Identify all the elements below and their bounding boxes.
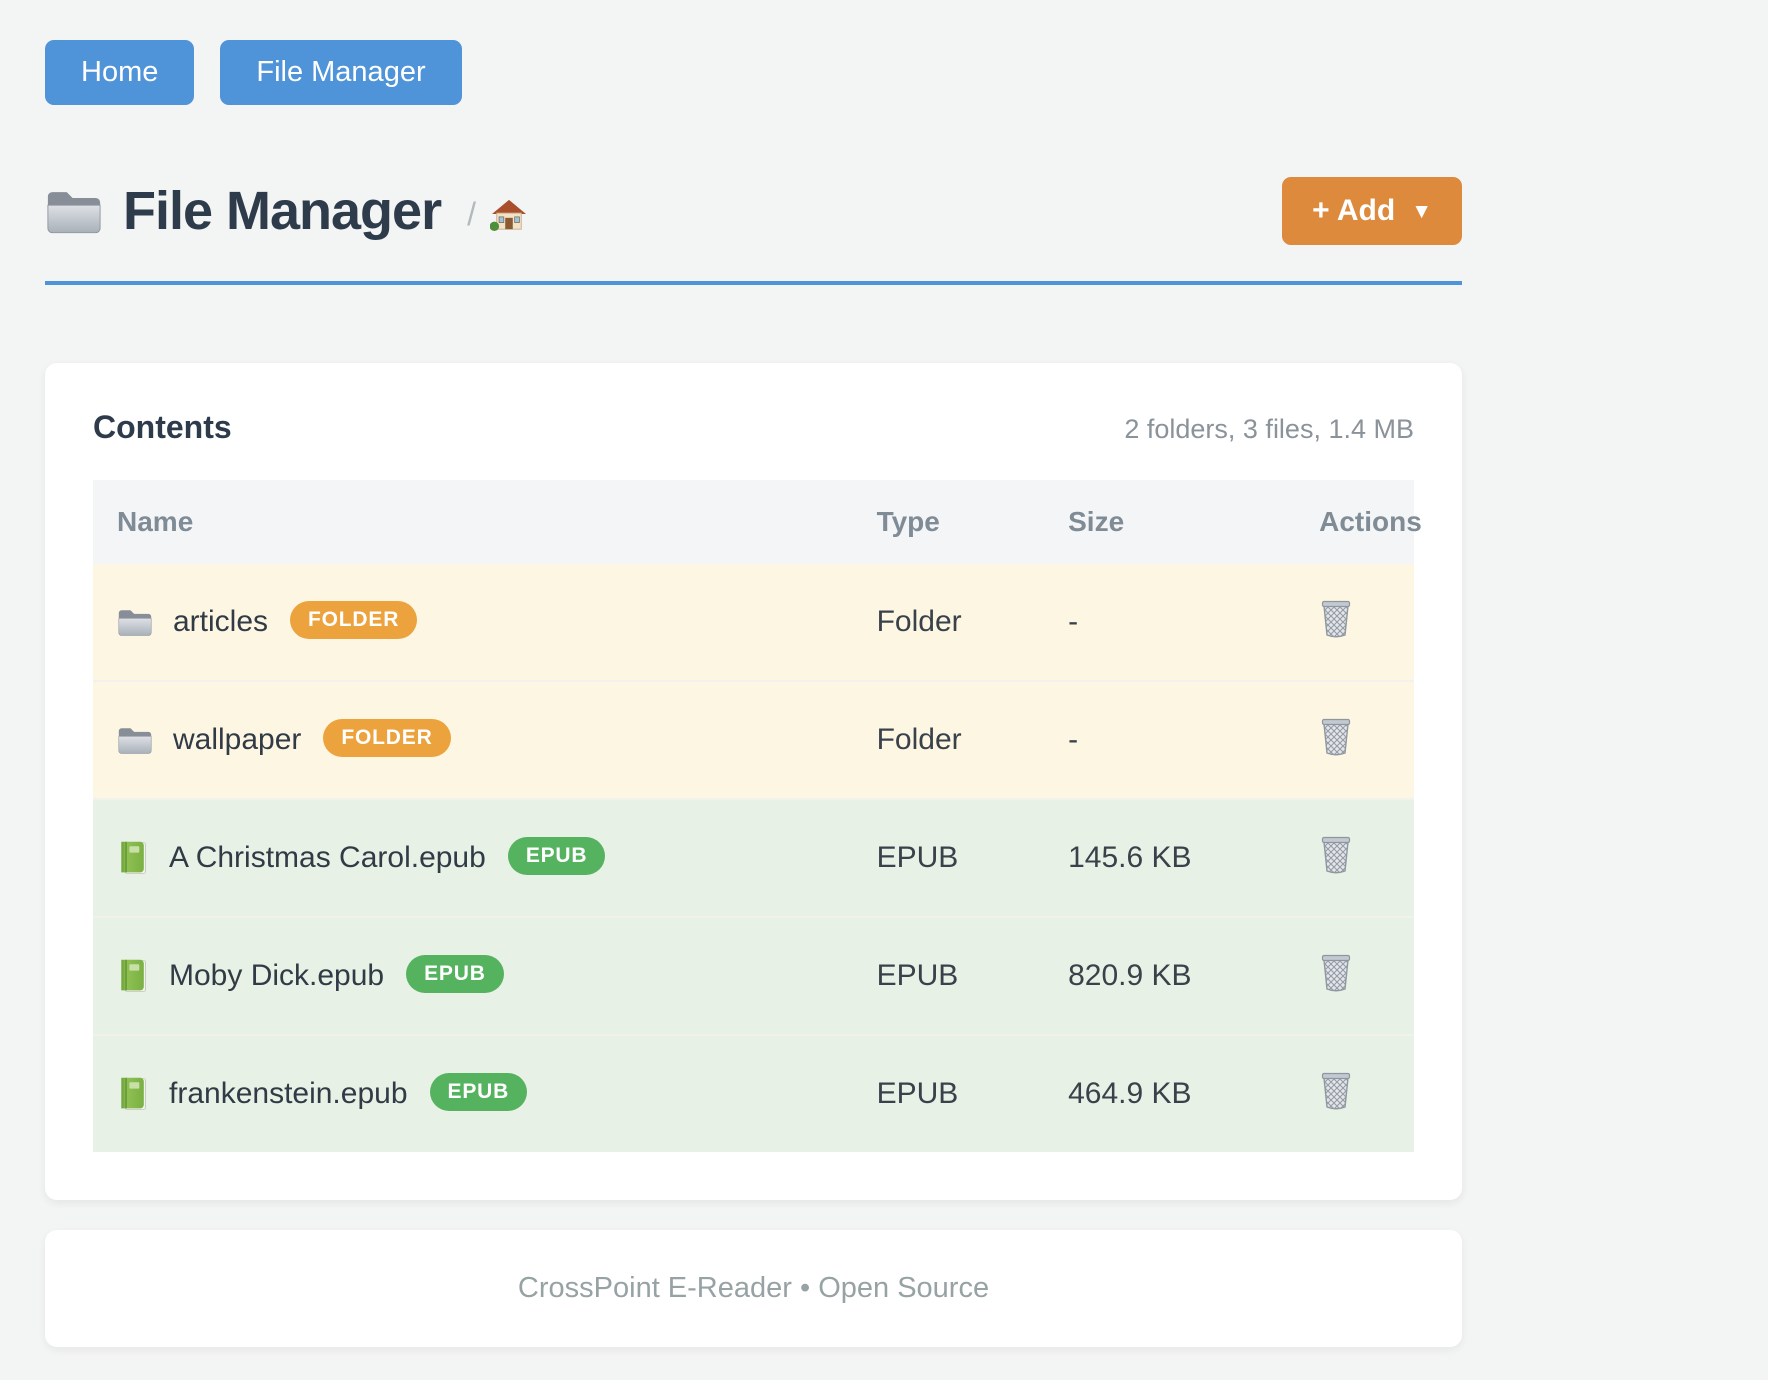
add-button-label: + Add bbox=[1312, 194, 1396, 227]
contents-header: Contents 2 folders, 3 files, 1.4 MB bbox=[93, 409, 1414, 446]
item-name-link[interactable]: Moby Dick.epub bbox=[169, 959, 385, 992]
contents-heading: Contents bbox=[93, 409, 232, 445]
item-size: - bbox=[1068, 605, 1079, 638]
item-type: EPUB bbox=[876, 841, 959, 874]
item-name-link[interactable]: frankenstein.epub bbox=[169, 1077, 408, 1110]
trash-icon bbox=[1321, 600, 1351, 638]
item-type: EPUB bbox=[876, 959, 959, 992]
column-header-name: Name bbox=[93, 480, 853, 564]
home-button[interactable]: Home bbox=[45, 40, 195, 105]
trash-icon bbox=[1321, 954, 1351, 992]
folder-icon bbox=[47, 192, 101, 234]
column-header-type: Type bbox=[852, 480, 1045, 564]
delete-button[interactable] bbox=[1319, 834, 1353, 874]
folder-badge: FOLDER bbox=[323, 719, 451, 757]
item-name-link[interactable]: articles bbox=[173, 605, 269, 638]
item-type: Folder bbox=[876, 723, 962, 756]
epub-badge: EPUB bbox=[406, 955, 504, 993]
trash-icon bbox=[1321, 718, 1351, 756]
contents-summary: 2 folders, 3 files, 1.4 MB bbox=[1124, 414, 1414, 444]
item-size: 464.9 KB bbox=[1068, 1077, 1192, 1110]
column-header-actions: Actions bbox=[1295, 480, 1422, 564]
delete-button[interactable] bbox=[1319, 598, 1353, 638]
item-name-link[interactable]: A Christmas Carol.epub bbox=[169, 841, 486, 874]
page-container: Home File Manager File Manager / + Add ▼ bbox=[45, 0, 1462, 1347]
file-manager-button[interactable]: File Manager bbox=[220, 40, 462, 105]
footer-text: CrossPoint E-Reader • Open Source bbox=[517, 1272, 990, 1304]
breadcrumb-separator: / bbox=[467, 195, 476, 232]
top-nav: Home File Manager bbox=[45, 40, 1462, 105]
page-header: File Manager / + Add ▼ bbox=[45, 177, 1462, 245]
item-type: EPUB bbox=[876, 1077, 959, 1110]
epub-badge: EPUB bbox=[429, 1073, 528, 1111]
add-button[interactable]: + Add ▼ bbox=[1282, 177, 1462, 245]
book-icon bbox=[121, 841, 146, 874]
item-size: 820.9 KB bbox=[1068, 959, 1192, 992]
table-row: A Christmas Carol.epub EPUB EPUB 145.6 K… bbox=[93, 799, 1414, 917]
trash-icon bbox=[1321, 1072, 1351, 1110]
item-name-link[interactable]: wallpaper bbox=[173, 723, 302, 756]
item-size: - bbox=[1068, 723, 1079, 756]
footer: CrossPoint E-Reader • Open Source bbox=[45, 1230, 1462, 1347]
folder-badge: FOLDER bbox=[290, 601, 418, 639]
item-type: Folder bbox=[876, 605, 962, 638]
trash-icon bbox=[1321, 836, 1351, 874]
folder-icon bbox=[118, 610, 152, 636]
column-header-size: Size bbox=[1044, 480, 1296, 564]
delete-button[interactable] bbox=[1319, 1070, 1353, 1110]
caret-down-icon: ▼ bbox=[1411, 200, 1432, 223]
page-title: File Manager bbox=[123, 181, 442, 241]
table-row: wallpaper FOLDER Folder - bbox=[93, 681, 1414, 799]
item-size: 145.6 KB bbox=[1068, 841, 1192, 874]
book-icon bbox=[121, 1077, 146, 1110]
table-row: Moby Dick.epub EPUB EPUB 820.9 KB bbox=[93, 917, 1414, 1035]
table-row: articles FOLDER Folder - bbox=[93, 564, 1414, 681]
table-header-row: Name Type Size Actions bbox=[93, 480, 1422, 564]
book-icon bbox=[121, 959, 146, 992]
contents-card: Contents 2 folders, 3 files, 1.4 MB Name… bbox=[45, 363, 1462, 1200]
home-breadcrumb-icon[interactable] bbox=[489, 198, 528, 232]
table-row: frankenstein.epub EPUB EPUB 464.9 KB bbox=[93, 1035, 1414, 1152]
files-table: Name Type Size Actions articles bbox=[93, 480, 1422, 1152]
folder-icon bbox=[118, 728, 152, 754]
delete-button[interactable] bbox=[1319, 716, 1353, 756]
title-group: File Manager / bbox=[45, 180, 528, 242]
epub-badge: EPUB bbox=[507, 837, 606, 875]
delete-button[interactable] bbox=[1319, 952, 1353, 992]
title-underline bbox=[45, 281, 1462, 285]
